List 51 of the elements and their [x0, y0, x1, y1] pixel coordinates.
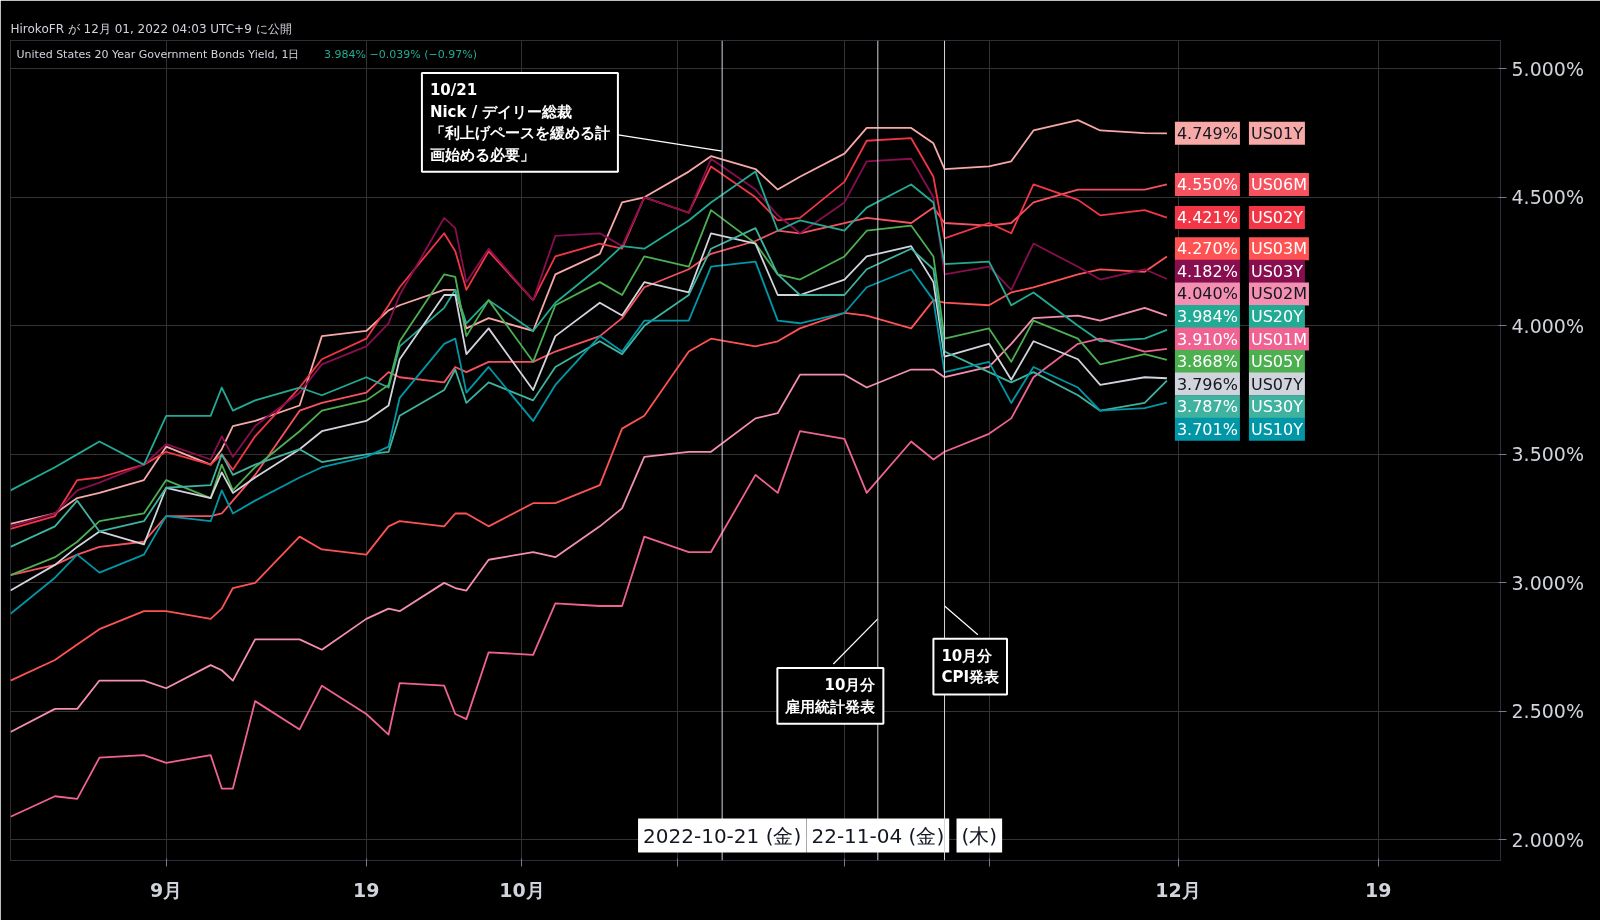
data-label: 4.040%	[1176, 284, 1238, 304]
annotation: 雇用統計発表	[784, 697, 877, 716]
y-tick-label: 5.000%	[1511, 57, 1584, 80]
data-label: 4.182%	[1176, 261, 1238, 281]
data-label: 3.868%	[1176, 352, 1238, 372]
line-series	[10, 306, 1168, 733]
legend-label: US30Y	[1250, 397, 1304, 417]
x-tick-label: 19	[353, 878, 380, 901]
legend-label: US02M	[1250, 284, 1307, 304]
legend-label: US03Y	[1250, 261, 1304, 281]
ref-line-label: (木)	[961, 823, 998, 848]
x-tick-label: 9月	[150, 878, 183, 901]
annotation: 10月分	[941, 646, 994, 665]
y-tick-label: 4.500%	[1511, 186, 1584, 209]
ref-line-label: 2022-10-21 (金)	[643, 823, 802, 848]
legend-label: US20Y	[1250, 306, 1304, 326]
data-label: 4.421%	[1176, 208, 1238, 228]
y-tick-label: 3.000%	[1511, 571, 1584, 594]
data-label: 4.749%	[1176, 123, 1238, 143]
data-label: 3.701%	[1176, 419, 1238, 439]
annotation: 10/21	[429, 80, 478, 99]
data-label: 3.984%	[1176, 306, 1238, 326]
legend-label: US10Y	[1250, 419, 1304, 439]
y-tick-label: 3.500%	[1511, 443, 1584, 466]
annotation: 10月分	[824, 676, 877, 695]
data-label: 3.787%	[1176, 397, 1238, 417]
text: HirokoFR が 12月 01, 2022 04:03 UTC+9 に公開	[10, 21, 292, 36]
data-label: 3.796%	[1176, 374, 1238, 394]
data-label: 3.910%	[1176, 329, 1238, 349]
ref-line-label: 22-11-04 (金)	[811, 823, 945, 848]
legend-label: US07Y	[1250, 374, 1304, 394]
legend-label: US03M	[1250, 239, 1307, 259]
data-label: 4.270%	[1176, 239, 1238, 259]
legend-label: US05Y	[1250, 352, 1304, 372]
text: 3.984% −0.039% (−0.97%)	[324, 47, 477, 61]
x-tick-label: 12月	[1155, 878, 1201, 901]
data-label: 4.550%	[1176, 174, 1238, 194]
x-tick-label: 10月	[499, 878, 545, 901]
text: United States 20 Year Government Bonds Yield, 1日	[16, 47, 300, 61]
annotation: 「利上げペースを緩める計画始める必要」	[429, 124, 610, 164]
y-tick-label: 2.000%	[1511, 828, 1584, 851]
y-tick-label: 4.000%	[1511, 314, 1584, 337]
x-tick-label: 19	[1364, 878, 1392, 901]
legend-label: US02Y	[1250, 208, 1304, 228]
y-tick-label: 2.500%	[1511, 700, 1584, 723]
annotation: Nick / デイリー総裁	[429, 102, 573, 121]
legend-label: US01M	[1250, 329, 1307, 349]
legend-label: US01Y	[1250, 123, 1304, 143]
annotation: CPI発表	[941, 668, 1000, 687]
line-series	[10, 337, 1168, 818]
legend-label: US06M	[1250, 174, 1307, 194]
